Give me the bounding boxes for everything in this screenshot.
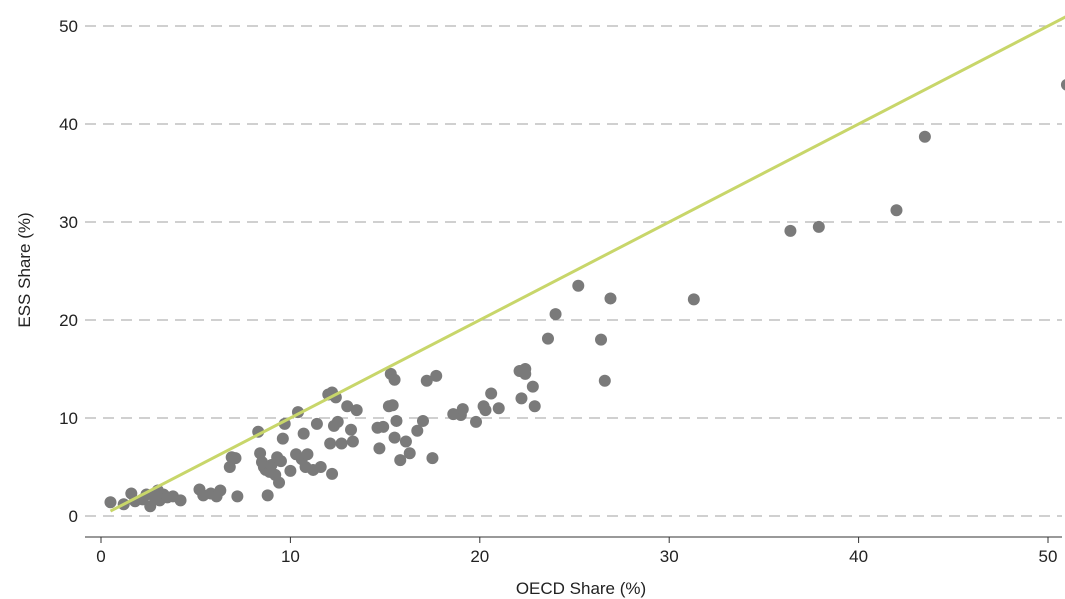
data-point [331, 415, 344, 428]
data-point [812, 220, 825, 233]
y-tick-label: 0 [69, 507, 78, 526]
data-point [470, 415, 483, 428]
data-point [528, 400, 541, 413]
y-tick-label: 20 [59, 311, 78, 330]
data-point [326, 467, 339, 480]
data-point [526, 380, 539, 393]
y-tick-label: 50 [59, 17, 78, 36]
data-point [301, 448, 314, 461]
data-point [403, 447, 416, 460]
data-point [341, 400, 354, 413]
x-tick-label: 30 [660, 547, 679, 566]
y-tick-label: 30 [59, 213, 78, 232]
data-point [416, 414, 429, 427]
data-point [223, 461, 236, 473]
data-point [1060, 79, 1065, 91]
data-point [572, 279, 585, 292]
y-tick-label: 10 [59, 409, 78, 428]
data-point [229, 452, 242, 465]
x-tick-label: 50 [1039, 547, 1058, 566]
y-tick-label: 40 [59, 115, 78, 134]
data-point [214, 484, 227, 497]
data-point [274, 455, 287, 468]
data-point [604, 292, 617, 305]
data-point [784, 224, 797, 237]
data-point [386, 399, 399, 412]
x-tick-label: 20 [470, 547, 489, 566]
x-axis-title: OECD Share (%) [516, 579, 646, 598]
data-point [541, 332, 554, 345]
data-point [297, 427, 310, 440]
data-point [549, 308, 562, 321]
gridlines [85, 25, 1062, 517]
data-point [430, 369, 443, 382]
data-point [377, 420, 390, 433]
x-tick-label: 40 [849, 547, 868, 566]
y-tick-labels: 0 10 20 30 40 50 [59, 17, 78, 526]
data-point [324, 437, 337, 450]
data-points [104, 79, 1065, 513]
data-point [388, 373, 401, 386]
data-point [373, 442, 386, 455]
data-point [345, 423, 358, 436]
data-point [595, 333, 608, 346]
data-point [310, 417, 323, 430]
data-point [335, 437, 348, 450]
data-point [261, 489, 274, 502]
x-tick-label: 10 [281, 547, 300, 566]
data-point [346, 435, 359, 448]
data-point [426, 452, 439, 465]
data-point [388, 431, 401, 444]
data-point [890, 204, 903, 217]
data-point [394, 454, 407, 467]
x-tick-labels: 0 10 20 30 40 50 [96, 537, 1057, 566]
data-point [598, 374, 611, 387]
data-point [492, 402, 505, 415]
data-point [411, 424, 424, 437]
data-point [231, 490, 244, 503]
y-axis-title: ESS Share (%) [15, 212, 34, 327]
data-point [350, 404, 363, 417]
data-point [390, 414, 403, 427]
data-point [515, 392, 528, 405]
data-point [479, 404, 492, 417]
data-point [174, 494, 187, 507]
data-point [420, 374, 433, 387]
data-point [399, 435, 412, 448]
data-point [314, 461, 327, 473]
data-point [144, 500, 157, 513]
x-tick-label: 0 [96, 547, 105, 566]
data-point [687, 293, 700, 306]
reference-line [109, 15, 1065, 513]
data-point [519, 367, 532, 380]
data-point [276, 432, 289, 445]
data-point [273, 476, 286, 489]
data-point [456, 403, 469, 416]
data-point [918, 130, 931, 143]
data-point [284, 464, 297, 477]
data-point [485, 387, 498, 400]
data-point [104, 496, 117, 509]
